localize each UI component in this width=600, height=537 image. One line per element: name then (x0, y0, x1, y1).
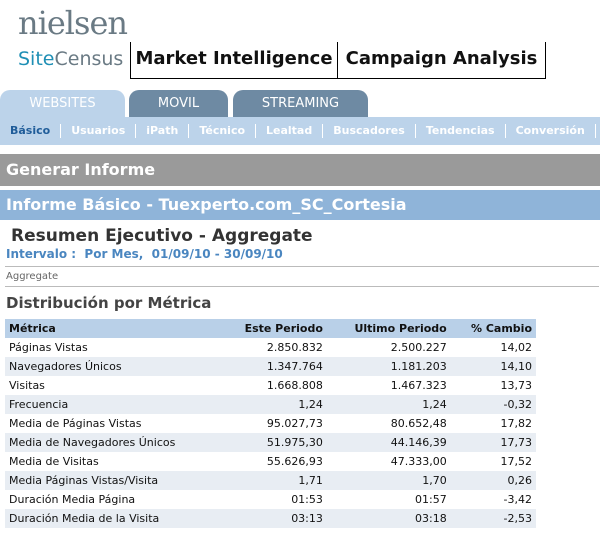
column-header: Métrica (5, 319, 221, 338)
table-cell: Duración Media Página (9, 493, 136, 506)
subnav-item[interactable]: Buscadores (323, 124, 416, 138)
table-cell: 03:13 (220, 509, 327, 528)
table-cell: Media Páginas Vistas/Visita (5, 471, 221, 490)
subnav: Básico Usuarios iPath Técnico Lealtad Buscado… (0, 117, 600, 145)
table-cell: 1.181.203 (326, 357, 451, 376)
table-cell: 1.467.323 (390, 379, 447, 392)
aggregate-label: Aggregate (6, 271, 59, 282)
table-row: Páginas Vistas 2.850.832 2.500.227 14,02 (5, 338, 536, 357)
section-title: Generar Informe (0, 154, 600, 186)
table-cell: Navegadores Únicos (5, 357, 221, 376)
rule (5, 266, 599, 267)
table-cell: 1,71 (220, 471, 327, 490)
report-title: Informe Básico - Tuexperto.com_SC_Cortes… (0, 190, 600, 220)
product-b: Census (54, 48, 124, 70)
table-row: Visitas 1.668.808 1.467.323 13,73 (5, 376, 536, 395)
subnav-item[interactable]: Técnico (189, 124, 257, 138)
table-cell: 55.626,93 (266, 455, 323, 468)
separator (545, 42, 546, 78)
tab[interactable]: STREAMING (233, 90, 368, 117)
table-cell: 13,73 (500, 379, 533, 392)
table-cell: 14,02 (500, 341, 533, 354)
table-cell: 03:18 (326, 509, 451, 528)
column-header: Este Periodo (220, 319, 327, 338)
column-header: Ultimo Periodo (326, 319, 451, 338)
table-cell: Frecuencia (5, 395, 221, 414)
table-cell: 47.333,00 (390, 455, 447, 468)
rule (130, 78, 546, 79)
table-row: Media Páginas Vistas/Visita 1,71 1,70 0,26 (5, 471, 536, 490)
separator (337, 42, 338, 78)
table-row: Duración Media Página 01:53 01:57 -3,42 (5, 490, 536, 509)
table-row: Frecuencia 1,24 1,24 -0,32 (5, 395, 536, 414)
table-cell: 95.027,73 (266, 417, 323, 430)
table-cell: 1,70 (326, 471, 451, 490)
table-cell: 2.500.227 (390, 341, 447, 354)
table-cell: 01:57 (415, 493, 447, 506)
table-cell: 51.975,30 (220, 433, 327, 452)
tab[interactable]: MOVIL (129, 90, 228, 117)
subnav-item[interactable]: Tendencias (416, 124, 506, 138)
table-cell: Media de Visitas (9, 455, 99, 468)
product: SiteCensus (18, 48, 123, 70)
menu-item[interactable]: Campaign Analysis (345, 48, 538, 69)
interval: Intervalo : Por Mes, 01/09/10 - 30/09/10 (6, 247, 283, 261)
table-cell: 17,82 (500, 417, 533, 430)
table-cell: Duración Media de la Visita (5, 509, 221, 528)
table-cell: 44.146,39 (326, 433, 451, 452)
table-cell: -3,42 (503, 493, 532, 506)
table-cell: 17,73 (450, 433, 536, 452)
table-cell: 1.347.764 (220, 357, 327, 376)
table-row: Navegadores Únicos 1.347.764 1.181.203 14,1… (5, 357, 536, 376)
rule (5, 286, 599, 287)
product-a: Site (18, 48, 55, 70)
table-cell: 01:53 (291, 493, 323, 506)
subnav-item[interactable]: Usuarios (61, 124, 137, 138)
table-cell: -2,53 (450, 509, 536, 528)
separator (130, 42, 131, 78)
column-header: % Cambio (450, 319, 536, 338)
metrics-table: Métrica Este Periodo Ultimo Periodo% Cambi… (5, 319, 536, 528)
table-cell: Páginas Vistas (9, 341, 88, 354)
brand: nielsen (18, 4, 128, 42)
table-cell: 80.652,48 (390, 417, 447, 430)
table-row: Media de Navegadores Únicos 51.975,30 44.1… (5, 433, 536, 452)
table-cell: 0,26 (450, 471, 536, 490)
summary-title: Resumen Ejecutivo - Aggregate (11, 226, 313, 246)
table-cell: 14,10 (450, 357, 536, 376)
subnav-item[interactable]: Conversión (506, 124, 596, 138)
tab[interactable]: WEBSITES (0, 90, 125, 117)
table-title: Distribución por Métrica (6, 294, 212, 312)
table-cell: Visitas (9, 379, 45, 392)
table-row: Media de Páginas Vistas 95.027,73 80.652,4… (5, 414, 536, 433)
subnav-item[interactable]: Básico (0, 124, 62, 138)
table-row: Media de Visitas 55.626,93 47.333,00 17,52 (5, 452, 536, 471)
table-cell: 2.850.832 (266, 341, 323, 354)
table-cell: -0,32 (450, 395, 536, 414)
table-cell: Media de Navegadores Únicos (5, 433, 221, 452)
subnav-item[interactable]: Li (596, 124, 600, 138)
subnav-item[interactable]: Lealtad (256, 124, 324, 138)
subnav-item[interactable]: iPath (136, 124, 190, 138)
table-cell: 17,52 (500, 455, 533, 468)
menu-item[interactable]: Market Intelligence (135, 48, 333, 69)
table-cell: Media de Páginas Vistas (9, 417, 142, 430)
table-cell: 1.668.808 (266, 379, 323, 392)
table-cell: 1,24 (220, 395, 327, 414)
table-row: Duración Media de la Visita 03:13 03:18 -2,… (5, 509, 536, 528)
table-cell: 1,24 (326, 395, 451, 414)
